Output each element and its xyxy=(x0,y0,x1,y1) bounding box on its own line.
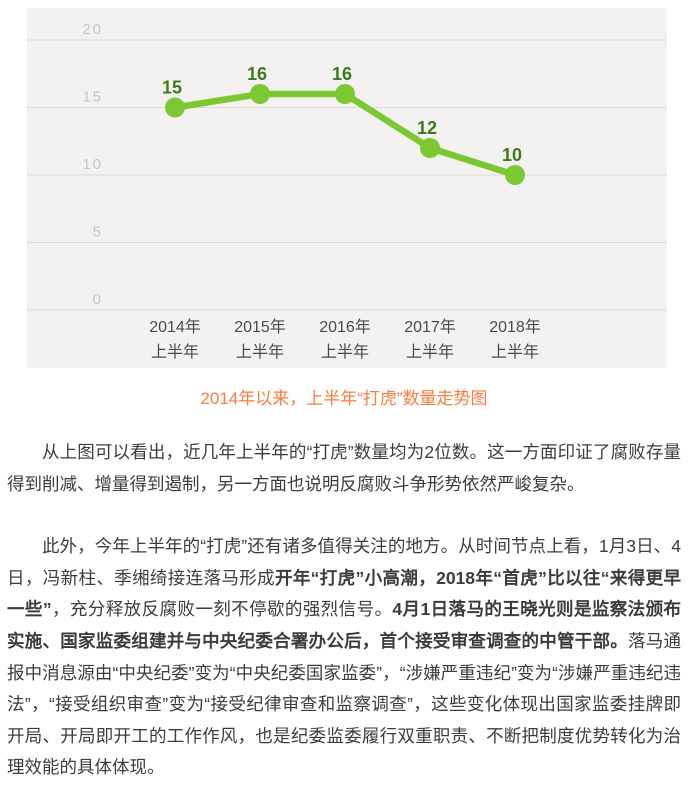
chart-plot-area: 20 15 10 5 0 15 2014年上半年 16 2015年上半年 16 2016年上半年 12… xyxy=(27,8,667,368)
x-axis-category-label: 2018年 xyxy=(489,318,541,336)
text-segment: 从上图可以看出，近几年上半年的“打虎”数量均为2位数。这一方面印证了腐败存量得到… xyxy=(7,442,681,494)
data-point-value-label: 16 xyxy=(247,64,267,84)
y-axis-tick-label: 5 xyxy=(93,224,103,241)
data-point-value-label: 12 xyxy=(417,118,437,138)
x-axis-category-label: 上半年 xyxy=(151,343,199,361)
data-point xyxy=(250,84,270,104)
x-axis-category-label: 2017年 xyxy=(404,318,456,336)
x-axis-category-label: 2014年 xyxy=(149,318,201,336)
article-paragraph: 此外，今年上半年的“打虎”还有诸多值得关注的地方。从时间节点上看，1月3日、4日… xyxy=(7,531,681,784)
bold-text-segment: 开年“打虎”小高潮，2018年“首虎”比以往“来得更早一些” xyxy=(7,567,681,620)
y-axis-tick-label: 20 xyxy=(82,21,103,38)
text-segment: 此外，今年上半年的“打虎”还有诸多值得关注的地方。从时间节点上看，1月3日、4日… xyxy=(7,536,681,588)
data-point xyxy=(165,97,185,118)
data-point xyxy=(505,165,525,185)
x-axis-category-label: 上半年 xyxy=(321,343,369,361)
data-point xyxy=(420,138,440,158)
y-axis-tick-label: 10 xyxy=(82,156,103,173)
article-paragraph: 从上图可以看出，近几年上半年的“打虎”数量均为2位数。这一方面印证了腐败存量得到… xyxy=(7,437,681,500)
text-segment: ，充分释放反腐败一刻不停歇的强烈信号。 xyxy=(51,599,393,620)
data-point-value-label: 10 xyxy=(502,145,522,165)
x-axis-category-label: 上半年 xyxy=(491,343,539,361)
bold-text-segment: 4月1日落马的王晓光则是监察法颁布实施、国家监委组建并与中央纪委合署办公后，首个… xyxy=(7,599,682,651)
text-segment: 落马通报中消息源由“中央纪委”变为“中央纪委国家监委”，“涉嫌严重违纪”变为“涉… xyxy=(7,630,682,778)
article-body: 从上图可以看出，近几年上半年的“打虎”数量均为2位数。这一方面印证了腐败存量得到… xyxy=(7,437,681,784)
x-axis-category-label: 上半年 xyxy=(236,343,284,361)
data-point-value-label: 15 xyxy=(162,78,182,98)
y-axis-tick-label: 0 xyxy=(93,291,103,308)
tiger-count-trend-chart: 20 15 10 5 0 15 2014年上半年 16 2015年上半年 16 2016年上半年 12… xyxy=(0,0,688,368)
x-axis-category-label: 2016年 xyxy=(319,318,371,336)
x-axis-category-label: 上半年 xyxy=(406,343,454,361)
y-axis-tick-label: 15 xyxy=(82,89,103,106)
data-point xyxy=(335,84,355,104)
x-axis-category-label: 2015年 xyxy=(234,318,286,336)
chart-caption: 2014年以来，上半年“打虎”数量走势图 xyxy=(200,389,488,408)
data-point-value-label: 16 xyxy=(332,64,352,84)
trend-line xyxy=(171,90,519,179)
